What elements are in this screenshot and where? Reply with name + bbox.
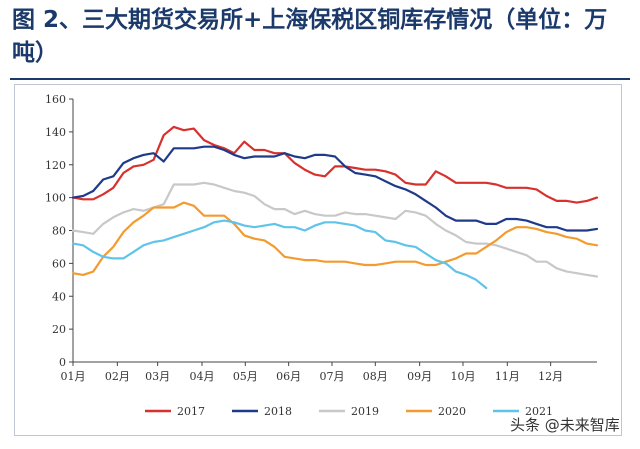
legend-label-2020: 2020 (438, 405, 466, 418)
y-tick-label: 160 (45, 93, 66, 106)
legend-label-2017: 2017 (177, 405, 205, 418)
legend-label-2021: 2021 (525, 405, 553, 418)
series-line-2019 (71, 181, 599, 278)
y-tick-label: 20 (52, 323, 66, 336)
y-tick-label: 120 (45, 159, 66, 172)
x-tick-label: 09月 (407, 370, 432, 383)
legend-label-2019: 2019 (351, 405, 379, 418)
y-tick-label: 80 (52, 225, 66, 238)
series-line-2020 (71, 201, 599, 276)
page-title: 图 2、三大期货交易所+上海保税区铜库存情况（单位：万吨） (12, 7, 608, 66)
x-tick-label: 10月 (450, 370, 475, 383)
y-tick-label: 140 (45, 126, 66, 139)
y-tick-label: 0 (59, 356, 66, 369)
legend-group: 2017 2018 2019 2020 2021 (145, 405, 553, 418)
chart-frame (14, 84, 622, 436)
series-line-2018 (71, 145, 599, 232)
series-group (71, 125, 599, 290)
x-tick-label: 05月 (233, 370, 258, 383)
x-tick-label: 12月 (538, 370, 563, 383)
x-tick-label: 04月 (189, 370, 214, 383)
y-tick-label: 100 (45, 192, 66, 205)
x-tick-label: 01月 (61, 370, 86, 383)
y-tick-label: 60 (52, 257, 66, 270)
x-tick-label: 03月 (145, 370, 170, 383)
series-line-2021 (71, 219, 488, 290)
legend-label-2018: 2018 (264, 405, 292, 418)
x-tick-label: 07月 (319, 370, 344, 383)
x-tick-label: 11月 (495, 370, 520, 383)
x-tick-label: 02月 (105, 370, 130, 383)
title-divider (10, 78, 630, 80)
x-tick-label: 06月 (276, 370, 301, 383)
axes-group: 0 20 40 60 80 100 120 140 160 01月 02月 03月 04月 05月 06月 0… (45, 93, 597, 383)
x-tick-label: 08月 (363, 370, 388, 383)
series-line-2017 (71, 125, 599, 204)
watermark-text: 头条 @未来智库 (510, 416, 620, 434)
y-tick-label: 40 (52, 290, 66, 303)
